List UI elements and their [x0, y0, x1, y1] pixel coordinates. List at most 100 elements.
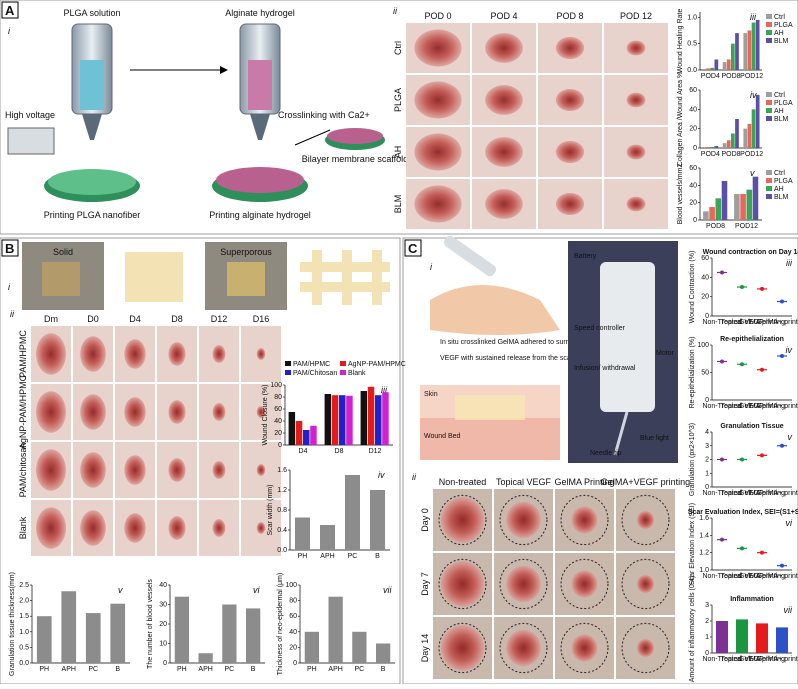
legend-swatch	[285, 370, 291, 375]
wound-outline	[560, 558, 609, 610]
wound	[626, 144, 646, 160]
wound	[124, 397, 146, 427]
bar	[735, 33, 739, 70]
point	[760, 453, 764, 458]
y-tick-label: 10	[159, 641, 167, 648]
wound	[636, 510, 655, 530]
x-tick-label: Topical VEGF	[721, 319, 764, 326]
sub-label: iii	[750, 12, 757, 22]
wound	[571, 570, 598, 598]
sub-label: iv	[378, 470, 385, 480]
wound	[485, 85, 523, 115]
y-tick-label: 20	[689, 126, 697, 133]
wound	[36, 507, 66, 549]
point	[760, 550, 764, 555]
y-tick-label: 0.0	[277, 547, 287, 554]
wound-outline	[438, 622, 487, 674]
bar	[324, 394, 332, 445]
bar	[36, 616, 52, 663]
bar	[755, 94, 760, 148]
wound-outline	[499, 622, 548, 674]
label: Battery	[574, 253, 597, 260]
x-tick-label: B	[375, 553, 380, 560]
y-axis-label: Scar width (mm)	[267, 485, 274, 536]
x-tick-label: POD8	[721, 73, 740, 80]
row-label: Day 7	[420, 572, 430, 596]
sample	[227, 262, 265, 296]
legend-label: AgNP-PAM/HPMC	[348, 361, 406, 368]
bar	[736, 619, 748, 653]
y-tick-label: 1	[705, 634, 709, 641]
point	[740, 546, 744, 551]
point	[720, 270, 724, 275]
legend-swatch	[766, 30, 772, 35]
column-label: D8	[171, 314, 183, 324]
bar	[716, 621, 728, 653]
legend-swatch	[766, 116, 772, 121]
row-label: Day 0	[420, 508, 430, 532]
y-tick-label: 20	[689, 200, 697, 207]
bar	[740, 194, 746, 220]
wound	[636, 638, 655, 658]
bar	[743, 33, 748, 70]
bar	[85, 613, 101, 663]
wound	[124, 339, 146, 369]
x-tick-label: PH	[39, 666, 49, 673]
bar	[376, 643, 391, 663]
x-tick-label: GelMA+ printing	[757, 403, 798, 410]
wound-outline	[560, 494, 609, 546]
wound	[80, 452, 106, 488]
wound	[256, 464, 266, 476]
point	[740, 362, 744, 367]
label: Infusion/ withdrawal	[574, 365, 636, 372]
sub-label: vi	[253, 585, 261, 595]
column-label: POD 0	[424, 11, 451, 21]
y-tick-label: 0.0	[19, 660, 29, 667]
wound	[414, 133, 462, 171]
x-tick-label: APH	[62, 666, 76, 673]
label: Blue light	[640, 435, 669, 442]
column-label: POD 4	[490, 11, 517, 21]
row-label: PAM/chitosan	[18, 443, 28, 498]
x-tick-label: Topical VEGF	[721, 490, 764, 497]
label: Solid	[53, 247, 73, 257]
arrow	[294, 129, 331, 146]
y-axis-label: Granulation tissue thickness(mm)	[9, 572, 16, 676]
y-tick-label: 20	[289, 644, 297, 651]
x-tick-label: GelMA printing	[739, 573, 785, 580]
panel-label-box	[1, 1, 19, 19]
label: Alginate hydrogel	[225, 8, 295, 18]
label: Needle tip	[590, 450, 622, 457]
y-tick-label: 1.6	[699, 515, 709, 522]
wound	[212, 403, 226, 421]
legend-label: BLM	[774, 194, 789, 201]
bar	[756, 623, 768, 653]
wound	[626, 40, 646, 56]
bar	[288, 412, 296, 445]
row-label: PLGA	[393, 88, 403, 112]
column-label: GelMA+VEGF printing	[601, 477, 690, 487]
y-tick-label: 0	[705, 313, 709, 320]
y-tick-label: 0.0	[687, 67, 697, 74]
chart-title: Wound contraction on Day 14	[703, 249, 798, 256]
legend-label: AH	[774, 108, 784, 115]
bar	[331, 395, 339, 445]
bar	[731, 133, 735, 148]
point	[760, 286, 764, 291]
legend-label: Ctrl	[774, 14, 785, 21]
label: Crosslinking with Ca2+	[278, 110, 370, 120]
y-tick-label: 0	[163, 660, 167, 667]
y-tick-label: 0.8	[277, 507, 287, 514]
x-tick-label: POD8	[721, 151, 740, 158]
wound	[485, 137, 523, 167]
legend-swatch	[766, 38, 772, 43]
bar	[328, 596, 343, 663]
power-supply	[7, 127, 55, 155]
wound-outline	[499, 494, 548, 546]
wound-outline	[621, 494, 670, 546]
y-tick-label: 40	[274, 418, 282, 425]
bar	[198, 653, 213, 663]
x-tick-label: Topical VEGF	[721, 403, 764, 410]
y-axis-label: Blood vessels/mm2	[677, 164, 684, 225]
point	[740, 457, 744, 462]
